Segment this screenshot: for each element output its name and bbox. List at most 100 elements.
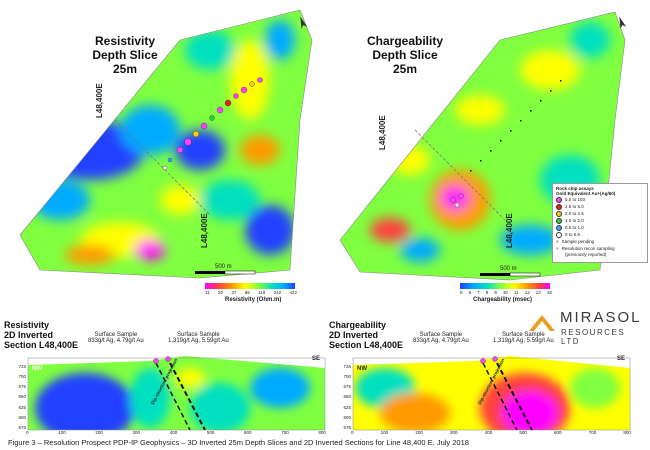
distance-tick: 0 bbox=[26, 430, 29, 435]
resistivity-title-line2: Depth Slice bbox=[92, 48, 158, 62]
resistivity-map-title: Resistivity Depth Slice 25m bbox=[70, 34, 180, 76]
resistivity-distance-axis: 0 100 200 300 400 500 600 700 800 bbox=[26, 430, 326, 435]
elevation-tick: 625 bbox=[343, 404, 351, 410]
resistivity-title-line3: 25m bbox=[112, 62, 138, 76]
distance-tick: 700 bbox=[281, 430, 289, 435]
legend-symbol-icon bbox=[556, 217, 562, 224]
mirasol-logo: MIRASOL RESOURCES LTD bbox=[527, 305, 647, 346]
resistivity-line-label-bottom: L48,400E bbox=[200, 213, 209, 248]
north-arrow-icon bbox=[300, 16, 308, 29]
resistivity-left-tag: NW bbox=[32, 366, 42, 372]
distance-tick: 800 bbox=[623, 430, 631, 435]
chargeability-line-label-bottom: L48,400E bbox=[505, 213, 514, 248]
chargeability-title-line1: Chargeability bbox=[366, 34, 444, 48]
legend-item: 1.0 to 2.0 bbox=[556, 217, 644, 224]
legend-item: 5.0 to 103 bbox=[556, 196, 644, 203]
legend-symbol-icon bbox=[556, 196, 562, 203]
legend-title-line2: Gold Equivalent Au+(Ag/60) bbox=[556, 191, 616, 196]
chargeability-tick: 13 bbox=[535, 290, 541, 295]
chargeability-tick: 10 bbox=[502, 290, 508, 295]
sample1-value: 833g/t Ag, 4.79g/t Au bbox=[88, 338, 144, 344]
resistivity-section-panel: Resistivity 2D Inverted Section L48,400E… bbox=[0, 318, 330, 436]
elevation-tick: 600 bbox=[343, 414, 351, 420]
resistivity-title-line1: Resistivity bbox=[94, 34, 156, 48]
chargeability-tick: 11 bbox=[513, 290, 519, 295]
cross-icon: × bbox=[556, 246, 559, 251]
distance-tick: 400 bbox=[484, 430, 493, 435]
resistivity-colorbar-ticks: 11 20 37 68 119 242 422 bbox=[205, 290, 297, 295]
sample2-value: 1,319g/t Ag, 5.59g/t Au bbox=[493, 338, 554, 344]
elevation-tick: 725 bbox=[18, 364, 26, 369]
legend-item-label: 0.5 to 1.0 bbox=[565, 225, 584, 230]
distance-tick: 100 bbox=[58, 430, 66, 435]
distance-tick: 600 bbox=[244, 430, 252, 435]
resistivity-colorbar-title: Resistivity (Ohm.m) bbox=[225, 297, 282, 303]
legend-pending: × Sample pending bbox=[556, 238, 644, 245]
resistivity-scale-bar bbox=[195, 270, 256, 275]
mountain-logo-icon bbox=[529, 315, 555, 331]
resistivity-tick: 422 bbox=[289, 290, 297, 295]
distance-tick: 300 bbox=[450, 430, 458, 435]
sample1-title: Surface Sample bbox=[419, 332, 463, 338]
chargeability-tick: 6 bbox=[468, 290, 472, 295]
resistivity-section-title: Resistivity 2D Inverted Section L48,400E bbox=[4, 320, 78, 350]
distance-tick: 500 bbox=[519, 430, 527, 435]
legend-item-label: 0 to 0.5 bbox=[565, 232, 581, 237]
chargeability-scale-bar bbox=[480, 272, 541, 277]
resistivity-section-title-2: 2D Inverted bbox=[4, 330, 54, 340]
chargeability-right-tag: SE bbox=[617, 356, 626, 362]
resistivity-map-panel: Resistivity Depth Slice 25m L48,400E L48… bbox=[0, 0, 330, 305]
chargeability-section-panel: Chargeability 2D Inverted Section L48,40… bbox=[325, 318, 650, 436]
distance-tick: 300 bbox=[132, 430, 141, 435]
legend-recon: × Resolution recon sampling bbox=[556, 245, 644, 252]
legend-title-line1: Rock chip assays bbox=[556, 186, 594, 191]
resistivity-section-title-1: Resistivity bbox=[4, 320, 50, 330]
resistivity-sample2: Surface Sample 1,319g/t Ag, 5.59g/t Au bbox=[168, 332, 229, 344]
distance-tick: 600 bbox=[554, 430, 562, 435]
legend-item-label: 5.0 to 103 bbox=[565, 197, 586, 202]
chargeability-colorbar bbox=[460, 283, 550, 289]
chargeability-section-title: Chargeability 2D Inverted Section L48,40… bbox=[329, 320, 403, 350]
resistivity-scale-label: 500 m bbox=[215, 264, 232, 270]
chargeability-section-title-1: Chargeability bbox=[329, 320, 387, 330]
sample2-title: Surface Sample bbox=[502, 332, 545, 338]
chargeability-section-title-3: Section L48,400E bbox=[329, 340, 404, 350]
legend-item: 0 to 0.5 bbox=[556, 231, 644, 238]
legend-recon-label-2: (previously reported) bbox=[565, 252, 607, 257]
elevation-tick: 675 bbox=[18, 384, 26, 390]
legend-item-label: 2.5 to 5.0 bbox=[565, 204, 584, 209]
distance-tick: 400 bbox=[169, 430, 178, 435]
legend-symbol-icon bbox=[556, 210, 562, 217]
distance-tick: 100 bbox=[380, 430, 389, 435]
chargeability-tick: 5 bbox=[460, 290, 463, 295]
chargeability-map-title: Chargeability Depth Slice 25m bbox=[345, 34, 465, 76]
distance-tick: 800 bbox=[318, 430, 326, 435]
elevation-tick: 575 bbox=[343, 424, 351, 430]
elevation-tick: 650 bbox=[18, 394, 26, 400]
resistivity-elevation-axis: 725 700 675 650 625 600 575 bbox=[12, 364, 26, 430]
elevation-tick: 650 bbox=[343, 394, 351, 400]
chargeability-section-title-2: 2D Inverted bbox=[329, 330, 379, 340]
chargeability-colorbar-ticks: 5 6 7 8 9 10 11 12 13 15 bbox=[460, 290, 552, 295]
elevation-tick: 625 bbox=[18, 404, 26, 410]
sample2-value: 1,319g/t Ag, 5.59g/t Au bbox=[168, 338, 229, 344]
distance-tick: 200 bbox=[415, 430, 423, 435]
sample2-title: Surface Sample bbox=[177, 332, 220, 338]
resistivity-tick: 242 bbox=[273, 290, 282, 295]
elevation-tick: 675 bbox=[343, 384, 351, 390]
legend-item-label: 1.0 to 2.0 bbox=[565, 218, 584, 223]
sample1-value: 833g/t Ag, 4.79g/t Au bbox=[413, 338, 469, 344]
legend-symbol-icon bbox=[556, 231, 562, 238]
elevation-tick: 600 bbox=[18, 414, 26, 420]
distance-tick: 700 bbox=[588, 430, 597, 435]
legend-symbol-icon bbox=[556, 203, 562, 210]
resistivity-tick: 68 bbox=[244, 290, 250, 295]
legend-item: 2.0 to 2.5 bbox=[556, 210, 644, 217]
logo-name: MIRASOL bbox=[560, 309, 642, 326]
chargeability-title-line3: 25m bbox=[392, 62, 418, 76]
distance-tick: 0 bbox=[351, 430, 354, 435]
chargeability-sample1: Surface Sample 833g/t Ag, 4.79g/t Au bbox=[413, 332, 469, 344]
cross-icon: × bbox=[556, 239, 559, 244]
elevation-tick: 575 bbox=[18, 424, 26, 430]
elevation-tick: 725 bbox=[343, 364, 351, 369]
